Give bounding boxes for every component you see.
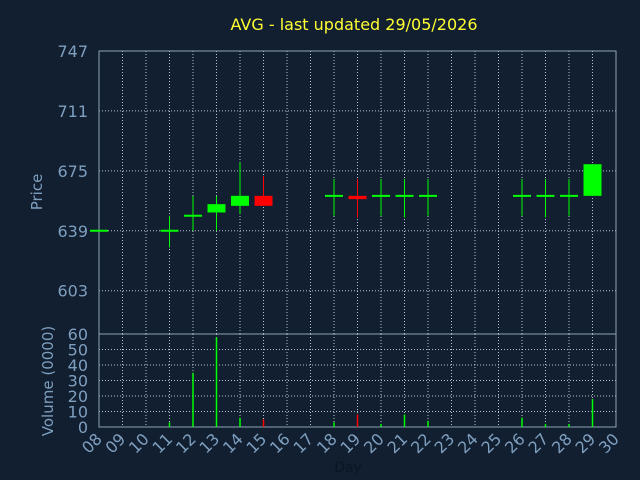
volume-bars xyxy=(168,337,594,427)
volume-tick-label: 30 xyxy=(68,372,88,391)
volume-tick-label: 20 xyxy=(68,387,88,406)
candle xyxy=(583,164,602,196)
day-axis-ticks: 0809101112131415161718192021222324252627… xyxy=(78,429,623,457)
candle xyxy=(254,175,273,206)
candle xyxy=(348,179,367,218)
price-tick-label: 675 xyxy=(57,162,88,181)
candle xyxy=(160,215,179,248)
volume-tick-label: 60 xyxy=(68,325,88,344)
price-axis-label: Price xyxy=(28,174,46,211)
grid xyxy=(99,51,616,427)
candles xyxy=(90,162,602,248)
candle-body xyxy=(231,195,249,206)
candle xyxy=(372,179,390,216)
x-tick-label: 30 xyxy=(595,429,623,457)
volume-tick-label: 40 xyxy=(68,356,88,375)
price-tick-label: 711 xyxy=(57,102,88,121)
candle xyxy=(207,195,226,231)
x-axis-label: Day xyxy=(334,460,362,476)
volume-tick-label: 0 xyxy=(78,418,88,437)
candle-body xyxy=(348,195,367,200)
price-tick-label: 747 xyxy=(57,42,88,61)
candle xyxy=(513,179,531,216)
chart-title: AVG - last updated 29/05/2026 xyxy=(231,15,478,34)
price-tick-label: 639 xyxy=(57,222,88,241)
price-axis-ticks: 603 639 675 711 747 xyxy=(57,42,88,301)
candle-body xyxy=(583,164,602,196)
candle xyxy=(536,179,555,218)
volume-axis-label: Volume (0000) xyxy=(39,326,57,436)
candle xyxy=(395,179,414,218)
candle-body xyxy=(207,204,226,213)
candle xyxy=(419,179,437,216)
candle xyxy=(231,162,249,215)
volume-tick-label: 10 xyxy=(68,403,88,422)
candle xyxy=(184,195,202,231)
candle-body xyxy=(254,195,273,206)
candle xyxy=(560,179,578,216)
candle xyxy=(325,179,343,216)
price-tick-label: 603 xyxy=(57,282,88,301)
volume-tick-label: 50 xyxy=(68,341,88,360)
